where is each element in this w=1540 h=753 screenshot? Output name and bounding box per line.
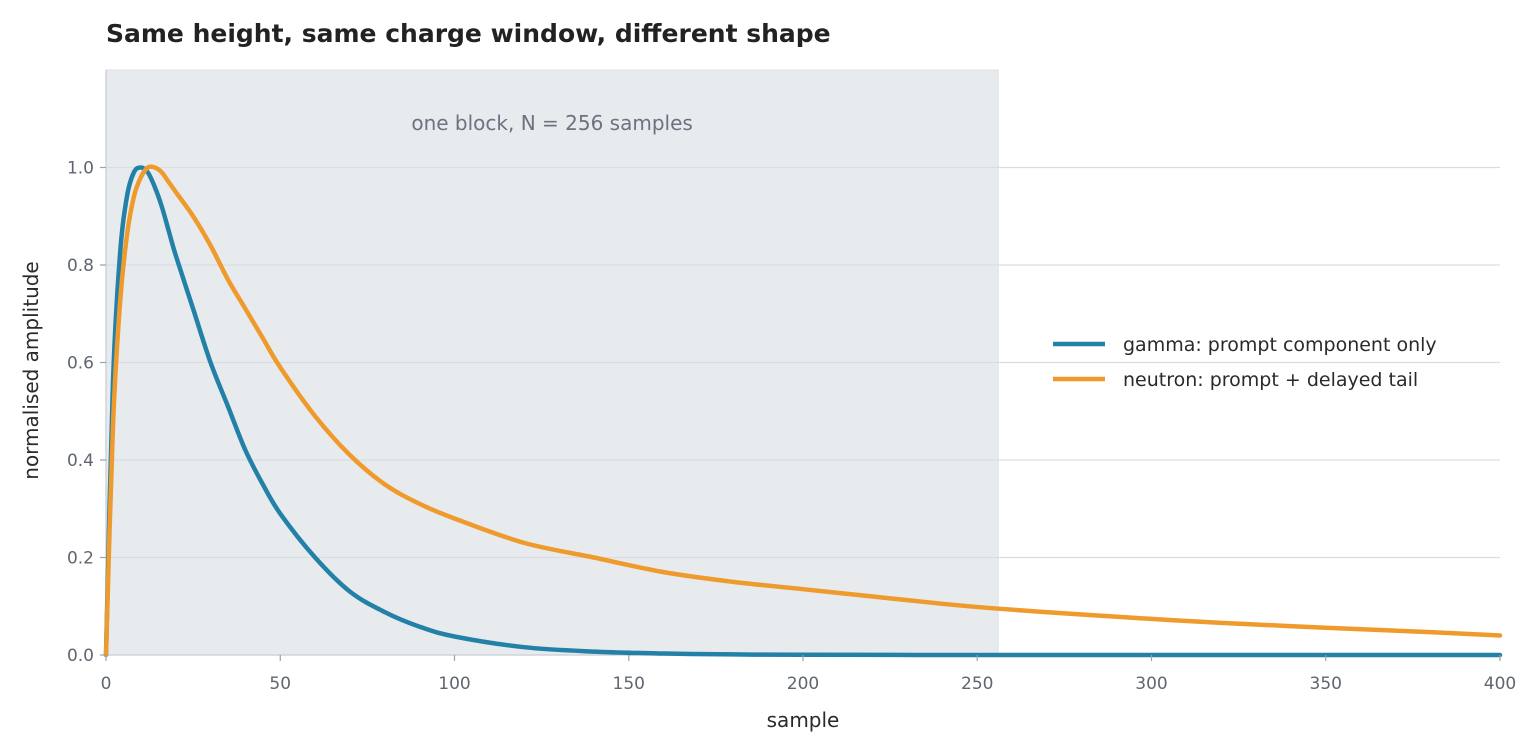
grid-lines	[106, 166, 1500, 559]
x-tick-label: 350	[1310, 674, 1342, 694]
x-axis-ticks: 0 50 100 150 200 250 300 350 400	[101, 655, 1516, 694]
y-tick-label: 0.8	[67, 256, 94, 276]
charge-window-label: one block, N = 256 samples	[411, 111, 692, 135]
y-tick-label: 0.0	[67, 646, 94, 666]
x-tick-label: 0	[101, 674, 112, 694]
y-tick-label: 1.0	[67, 159, 94, 179]
x-tick-label: 300	[1135, 674, 1167, 694]
series-line-gamma	[103, 165, 1503, 658]
legend-label-gamma: gamma: prompt component only	[1123, 334, 1437, 356]
x-tick-label: 250	[961, 674, 993, 694]
x-tick-label: 150	[613, 674, 645, 694]
y-axis-ticks: 0.0 0.2 0.4 0.6 0.8 1.0	[67, 159, 106, 666]
series-group	[103, 164, 1503, 658]
y-tick-label: 0.6	[67, 354, 94, 374]
x-axis-label: sample	[767, 708, 840, 732]
y-axis-label: normalised amplitude	[19, 261, 43, 479]
chart-title: Same height, same charge window, differe…	[106, 19, 831, 48]
plot-area: one block, N = 256 samples	[103, 69, 1503, 658]
y-tick-label: 0.2	[67, 549, 94, 569]
x-tick-label: 50	[269, 674, 291, 694]
x-tick-label: 200	[787, 674, 819, 694]
legend-label-neutron: neutron: prompt + delayed tail	[1123, 369, 1418, 391]
x-tick-label: 100	[438, 674, 470, 694]
legend: gamma: prompt component only neutron: pr…	[1053, 334, 1437, 391]
y-tick-label: 0.4	[67, 451, 94, 471]
x-tick-label: 400	[1484, 674, 1516, 694]
series-line-neutron	[103, 164, 1503, 658]
